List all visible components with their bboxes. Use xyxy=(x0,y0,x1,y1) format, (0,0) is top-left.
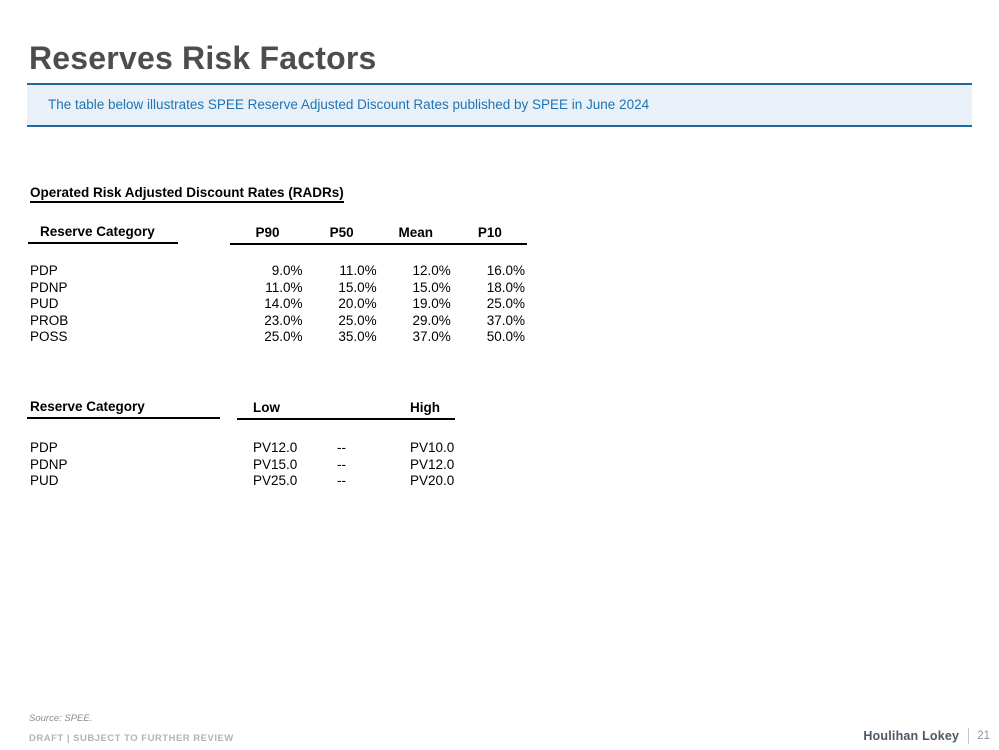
pv-header-category-label: Reserve Category xyxy=(27,399,220,419)
pv-header-separator xyxy=(337,399,400,420)
table-row: PDNP PV15.0 -- PV12.0 xyxy=(27,457,455,474)
cell-mean: 15.0% xyxy=(412,279,451,295)
table-row: PROB 23.0% 25.0% 29.0% 37.0% xyxy=(28,313,527,330)
cell-p50: 25.0% xyxy=(338,312,377,328)
cell-separator: -- xyxy=(337,473,346,488)
radr-header-p10: P10 xyxy=(452,224,527,245)
cell-separator: -- xyxy=(337,456,346,472)
draft-disclaimer: DRAFT | SUBJECT TO FURTHER REVIEW xyxy=(29,733,234,744)
cell-p90: 14.0% xyxy=(264,296,303,311)
cell-category: PDP xyxy=(30,263,58,278)
table-row: PUD PV25.0 -- PV20.0 xyxy=(27,473,455,490)
cell-category: PDP xyxy=(30,440,58,455)
cell-mean: 19.0% xyxy=(412,296,451,311)
cell-low: PV25.0 xyxy=(253,473,298,488)
pv-table: Reserve Category Low High PDP PV12.0 -- … xyxy=(27,399,455,490)
footer-divider xyxy=(968,728,970,744)
cell-low: PV15.0 xyxy=(253,456,298,472)
cell-p10: 37.0% xyxy=(486,312,525,328)
cell-p10: 16.0% xyxy=(486,263,525,278)
cell-p90: 11.0% xyxy=(265,279,303,295)
subtitle-banner-text: The table below illustrates SPEE Reserve… xyxy=(48,97,650,112)
subtitle-banner: The table below illustrates SPEE Reserve… xyxy=(27,83,972,127)
cell-p10: 25.0% xyxy=(486,296,525,311)
table-row: PDNP 11.0% 15.0% 15.0% 18.0% xyxy=(28,280,527,297)
table-row: PDP PV12.0 -- PV10.0 xyxy=(27,440,455,457)
source-note: Source: SPEE. xyxy=(29,713,93,724)
radr-header-row: Reserve Category P90 P50 Mean P10 xyxy=(28,224,527,245)
page-title: Reserves Risk Factors xyxy=(29,40,377,76)
radr-table: Reserve Category P90 P50 Mean P10 PDP 9.… xyxy=(28,224,527,346)
cell-category: PUD xyxy=(30,296,59,311)
pv-header-row: Reserve Category Low High xyxy=(27,399,455,420)
cell-p90: 23.0% xyxy=(264,312,303,328)
cell-p50: 20.0% xyxy=(338,296,377,311)
cell-p50: 15.0% xyxy=(338,279,377,295)
cell-p10: 50.0% xyxy=(486,329,525,344)
pv-header-category: Reserve Category xyxy=(27,399,237,419)
page-number: 21 xyxy=(977,730,990,742)
cell-p90: 9.0% xyxy=(271,263,303,278)
cell-high: PV10.0 xyxy=(410,440,455,455)
cell-high: PV12.0 xyxy=(410,456,455,472)
table-row: PDP 9.0% 11.0% 12.0% 16.0% xyxy=(28,263,527,280)
cell-p50: 35.0% xyxy=(338,329,377,344)
table-row: POSS 25.0% 35.0% 37.0% 50.0% xyxy=(28,329,527,346)
cell-separator: -- xyxy=(337,440,346,455)
pv-header-low: Low xyxy=(237,399,337,420)
cell-category: PDNP xyxy=(30,456,68,472)
cell-category: POSS xyxy=(30,329,68,344)
radr-table-heading: Operated Risk Adjusted Discount Rates (R… xyxy=(30,185,344,203)
radr-header-p90: P90 xyxy=(230,224,305,245)
spacer-row xyxy=(28,244,527,263)
cell-p90: 25.0% xyxy=(264,329,303,344)
radr-header-category: Reserve Category xyxy=(28,224,230,244)
radr-header-category-label: Reserve Category xyxy=(28,224,178,244)
radr-header-mean: Mean xyxy=(378,224,453,245)
footer-brand-line: Houlihan Lokey 21 xyxy=(863,726,990,746)
cell-category: PDNP xyxy=(30,279,68,295)
brand-logo-text: Houlihan Lokey xyxy=(863,729,960,743)
cell-category: PROB xyxy=(30,312,69,328)
table-row: PUD 14.0% 20.0% 19.0% 25.0% xyxy=(28,296,527,313)
cell-mean: 12.0% xyxy=(412,263,451,278)
cell-mean: 37.0% xyxy=(412,329,451,344)
cell-p10: 18.0% xyxy=(486,279,525,295)
cell-high: PV20.0 xyxy=(410,473,455,488)
cell-low: PV12.0 xyxy=(253,440,298,455)
pv-header-high: High xyxy=(400,399,455,420)
cell-p50: 11.0% xyxy=(339,263,377,278)
cell-mean: 29.0% xyxy=(412,312,451,328)
cell-category: PUD xyxy=(30,473,59,488)
spacer-row xyxy=(27,419,455,440)
radr-header-p50: P50 xyxy=(304,224,379,245)
